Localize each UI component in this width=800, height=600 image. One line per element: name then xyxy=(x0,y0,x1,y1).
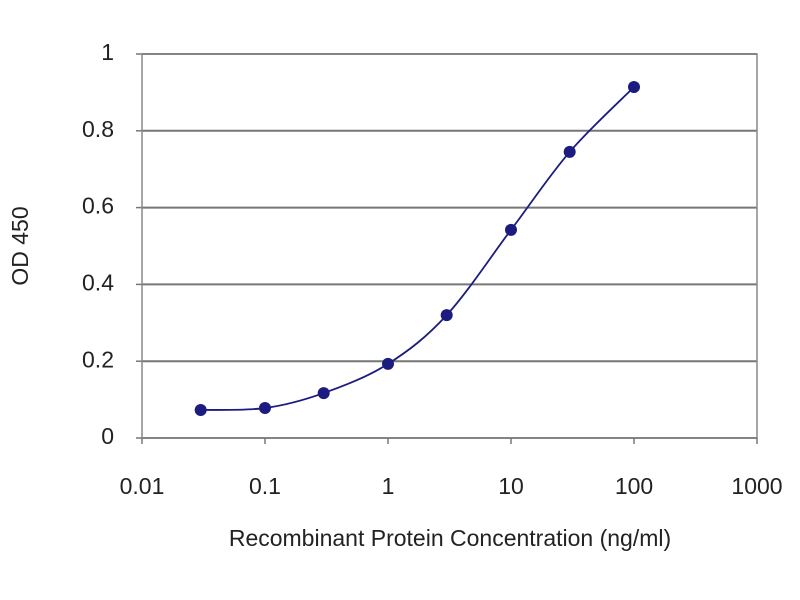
x-tick-label: 100 xyxy=(615,473,653,499)
y-tick-label: 0.8 xyxy=(82,116,114,142)
data-point xyxy=(440,309,453,322)
x-tick-label: 1 xyxy=(382,473,395,499)
x-tick-label: 0.1 xyxy=(249,473,281,499)
data-point xyxy=(505,223,517,236)
data-point xyxy=(259,402,271,415)
data-point xyxy=(628,81,640,94)
y-tick-label: 0.6 xyxy=(82,193,114,219)
x-tick-label: 0.01 xyxy=(120,473,165,499)
data-point xyxy=(317,387,330,400)
y-tick-label: 0.4 xyxy=(82,269,114,295)
y-axis-label: OD 450 xyxy=(7,206,33,285)
y-tick-label: 1 xyxy=(101,39,114,65)
y-tick-label: 0.2 xyxy=(82,346,114,372)
x-tick-label: 1000 xyxy=(731,473,782,499)
plot-border xyxy=(141,53,758,439)
data-point xyxy=(382,357,394,370)
data-point xyxy=(194,403,207,416)
data-point xyxy=(563,145,576,158)
x-axis-label: Recombinant Protein Concentration (ng/ml… xyxy=(229,525,671,551)
y-tick-label: 0 xyxy=(101,423,114,449)
x-tick-label: 10 xyxy=(498,473,524,499)
